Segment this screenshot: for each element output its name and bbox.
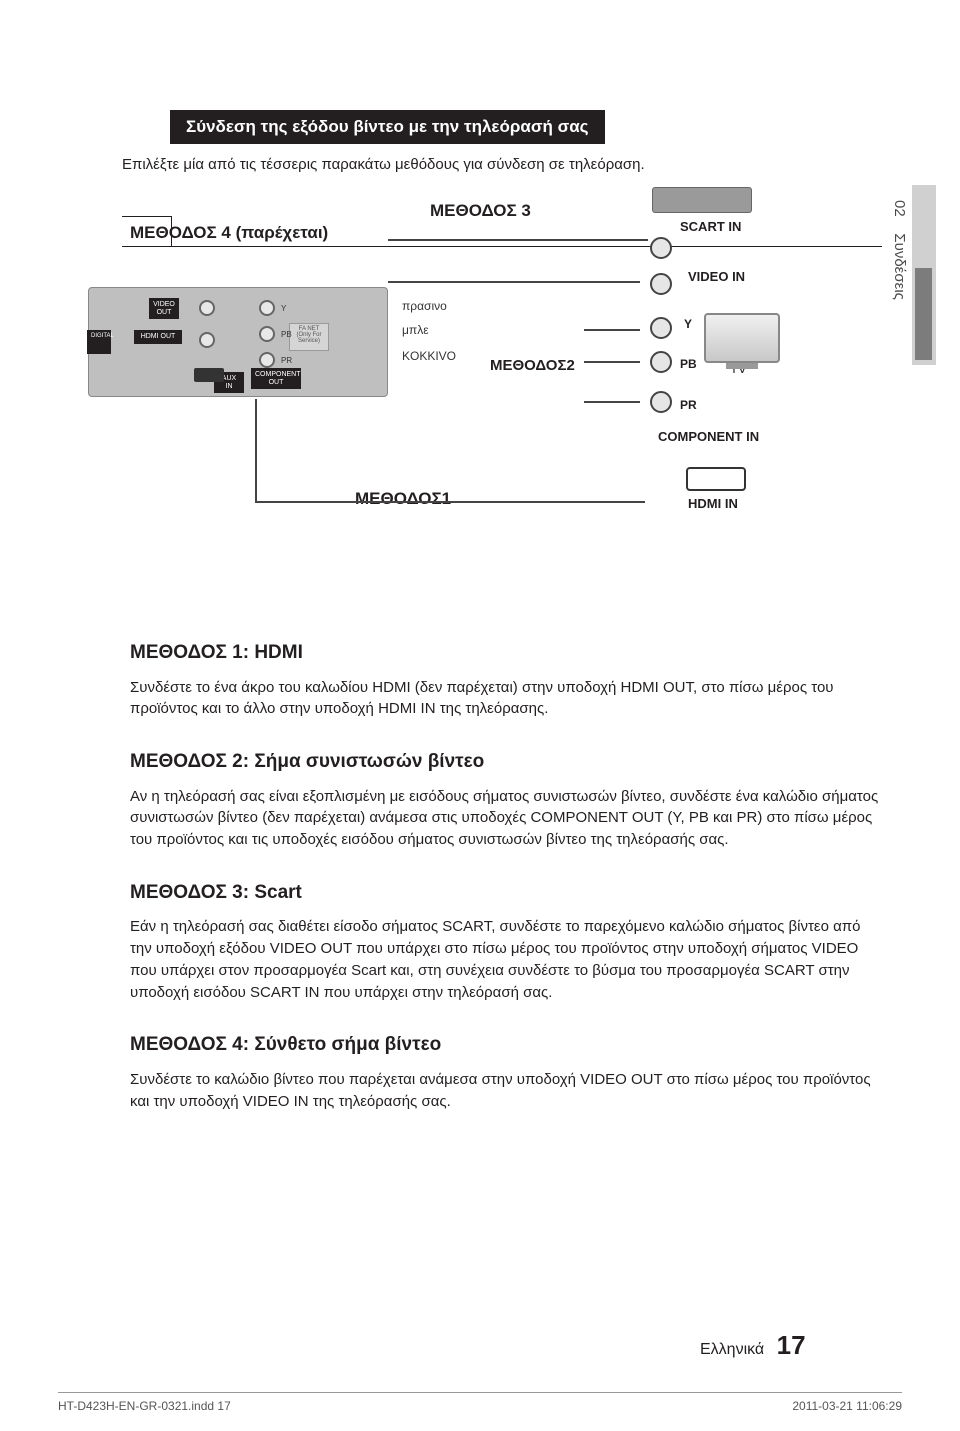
component-out-chip: COMPONENT OUT — [251, 368, 301, 389]
manual-page: 02 Συνδέσεις Σύνδεση της εξόδου βίντεο μ… — [0, 110, 960, 1431]
pr-label: PR — [680, 398, 697, 412]
method3-label: ΜΕΘΟΔΟΣ 3 — [430, 201, 531, 221]
wire — [255, 399, 257, 501]
method4-body: Συνδέστε το καλώδιο βίντεο που παρέχεται… — [130, 1069, 880, 1113]
blue-note: μπλε — [402, 323, 429, 337]
wire — [255, 501, 645, 503]
wire — [388, 281, 640, 283]
print-datetime: 2011-03-21 11:06:29 — [792, 1399, 902, 1413]
section-title: Συνδέσεις — [891, 233, 908, 300]
scart-rca-jack — [650, 237, 672, 259]
method2-body: Αν η τηλεόρασή σας είναι εξοπλισμένη με … — [130, 786, 880, 851]
page-title: Σύνδεση της εξόδου βίντεο με την τηλεόρα… — [170, 110, 605, 144]
footer-language: Ελληνικά 17 — [700, 1330, 806, 1361]
red-note: KOKKIVO — [402, 349, 456, 363]
component-in-label: COMPONENT IN — [658, 429, 759, 444]
pr-in-jack — [650, 391, 672, 413]
digital-chip: DIGITAL — [87, 330, 111, 354]
panel-y: Y — [281, 304, 286, 313]
scart-in-label: SCART IN — [680, 219, 741, 234]
rca-jack — [259, 352, 275, 368]
rca-jack — [199, 300, 215, 316]
pb-label: PB — [680, 357, 697, 371]
scart-port — [652, 187, 752, 213]
method2-heading: ΜΕΘΟΔΟΣ 2: Σήμα συνιστωσών βίντεο — [130, 748, 880, 776]
hdmi-out-chip: HDMI OUT — [134, 330, 182, 344]
header-band: Σύνδεση της εξόδου βίντεο με την τηλεόρα… — [130, 110, 890, 173]
video-out-chip: VIDEO OUT — [149, 298, 179, 319]
tv-stand — [726, 363, 758, 369]
wire — [584, 361, 640, 363]
method3-body: Εάν η τηλεόρασή σας διαθέτει είσοδο σήμα… — [130, 916, 880, 1003]
method1-label: ΜΕΘΟΔΟΣ1 — [355, 489, 451, 509]
method4-heading: ΜΕΘΟΔΟΣ 4: Σύνθετο σήμα βίντεο — [130, 1031, 880, 1059]
hdmi-in-label: HDMI IN — [688, 496, 738, 511]
video-in-label: VIDEO IN — [688, 269, 745, 284]
wire — [584, 329, 640, 331]
method1-heading: ΜΕΘΟΔΟΣ 1: HDMI — [130, 639, 880, 667]
connection-diagram: ΜΕΘΟΔΟΣ 4 (παρέχεται) ΜΕΘΟΔΟΣ 3 ΜΕΘΟΔΟΣ2… — [130, 201, 890, 611]
print-metadata: HT-D423H-EN-GR-0321.indd 17 2011-03-21 1… — [58, 1392, 902, 1413]
tv-icon — [704, 313, 780, 363]
wire — [388, 239, 648, 241]
y-label: Y — [684, 317, 692, 331]
rca-jack — [199, 332, 215, 348]
method4-label: ΜΕΘΟΔΟΣ 4 (παρέχεται) — [130, 223, 328, 243]
page-number: 17 — [777, 1330, 806, 1360]
panel-pb: PB — [281, 330, 292, 339]
fa-net-panel: FA NET (Only For Service) — [289, 323, 329, 351]
side-tab: 02 Συνδέσεις — [891, 200, 908, 300]
pb-in-jack — [650, 351, 672, 373]
panel-pr: PR — [281, 356, 292, 365]
video-in-jack — [650, 273, 672, 295]
lang-label: Ελληνικά — [700, 1341, 764, 1358]
method3-heading: ΜΕΘΟΔΟΣ 3: Scart — [130, 879, 880, 907]
section-number: 02 — [891, 200, 908, 217]
side-tab-bar-inner — [915, 268, 932, 360]
wire — [584, 401, 640, 403]
rca-jack — [259, 300, 275, 316]
print-file: HT-D423H-EN-GR-0321.indd 17 — [58, 1399, 231, 1413]
hdmi-in-port — [686, 467, 746, 491]
device-back-panel: VIDEO OUT HDMI OUT AUX IN COMPONENT OUT … — [88, 287, 388, 397]
rca-jack — [259, 326, 275, 342]
green-note: πρασινο — [402, 299, 447, 313]
y-in-jack — [650, 317, 672, 339]
body-content: ΜΕΘΟΔΟΣ 1: HDMI Συνδέστε το ένα άκρο του… — [130, 639, 880, 1112]
method1-body: Συνδέστε το ένα άκρο του καλωδίου HDMI (… — [130, 677, 880, 721]
page-subtitle: Επιλέξτε μία από τις τέσσερις παρακάτω μ… — [122, 156, 890, 173]
method2-label: ΜΕΘΟΔΟΣ2 — [490, 357, 575, 374]
hdmi-port — [194, 368, 224, 382]
